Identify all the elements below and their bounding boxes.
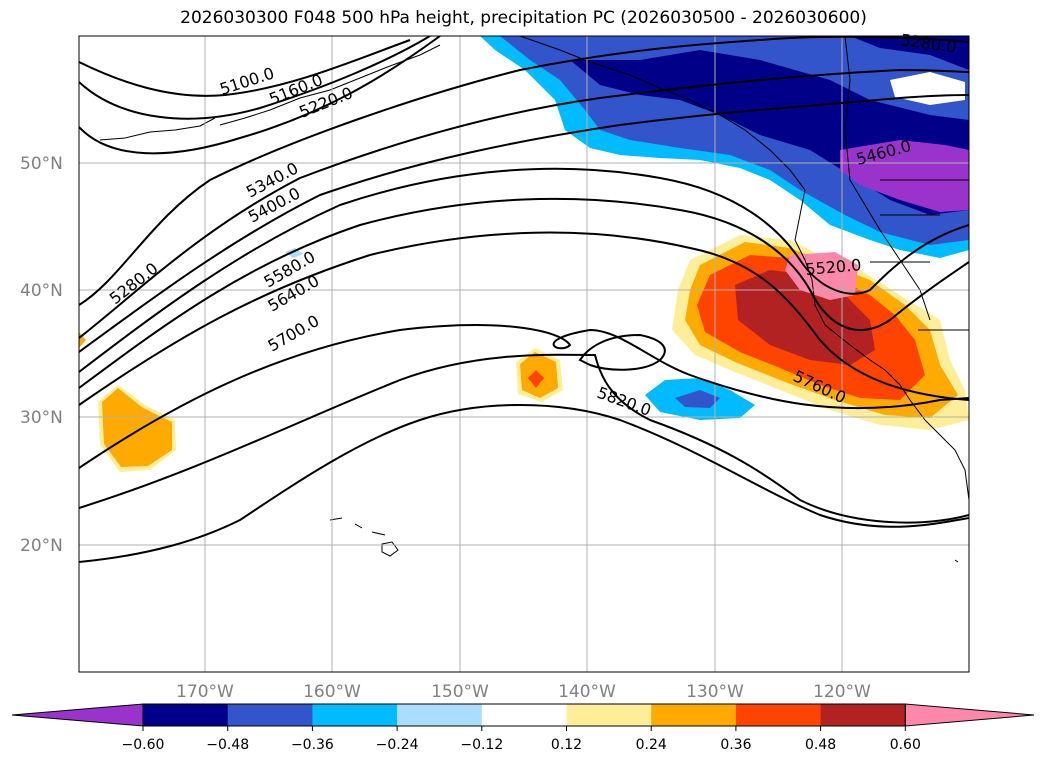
colorbar-extend-left (11, 703, 144, 727)
lat-label-50n: 50°N (20, 154, 63, 174)
colorbar-segment (481, 704, 567, 726)
lon-label-120w: 120°W (813, 682, 871, 702)
colorbar-tick-label: 0.60 (890, 737, 921, 753)
lon-label-170w: 170°W (176, 682, 234, 702)
colorbar-segment (566, 704, 652, 726)
colorbar-tick-label: −0.48 (206, 737, 249, 753)
lon-label-140w: 140°W (558, 682, 616, 702)
height-contours (79, 36, 969, 563)
coastlines (99, 36, 969, 563)
colorbar-tick-label: −0.24 (376, 737, 419, 753)
colorbar-extend-right (904, 703, 1035, 727)
colorbar-segment (227, 704, 313, 726)
lat-label-20n: 20°N (20, 536, 63, 556)
colorbar-tick-label: 0.36 (720, 737, 751, 753)
lat-label-40n: 40°N (20, 281, 63, 301)
lat-label-30n: 30°N (20, 408, 63, 428)
colorbar-tick-label: −0.36 (291, 737, 334, 753)
colorbar-ticks: −0.60 −0.48 −0.36 −0.24 −0.12 0.12 0.24 0.36 0.4… (122, 726, 921, 753)
colorbar (11, 703, 1035, 727)
colorbar-tick-label: 0.48 (805, 737, 836, 753)
colorbar-segment (820, 704, 906, 726)
colorbar-segment (735, 704, 822, 726)
lon-label-160w: 160°W (303, 682, 361, 702)
colorbar-segment (143, 704, 229, 726)
precip-negative-area (480, 36, 969, 258)
colorbar-tick-label: 0.12 (551, 737, 582, 753)
colorbar-segment (397, 704, 483, 726)
precip-negative-patch (285, 248, 755, 420)
colorbar-tick-label: 0.24 (636, 737, 667, 753)
colorbar-segment (312, 704, 398, 726)
map-frame (78, 35, 970, 673)
colorbar-tick-label: −0.12 (460, 737, 503, 753)
colorbar-border (142, 703, 906, 727)
colorbar-tick-label: −0.60 (122, 737, 165, 753)
colorbar-segment (651, 704, 737, 726)
map-title: 2026030300 F048 500 hPa height, precipit… (180, 8, 867, 28)
lon-label-130w: 130°W (686, 682, 744, 702)
contour-label-5520: 5520.0 (805, 255, 862, 279)
latitude-labels: 50°N 40°N 30°N 20°N (20, 154, 63, 556)
lon-label-150w: 150°W (431, 682, 489, 702)
longitude-labels: 170°W 160°W 150°W 140°W 130°W 120°W (176, 682, 871, 702)
